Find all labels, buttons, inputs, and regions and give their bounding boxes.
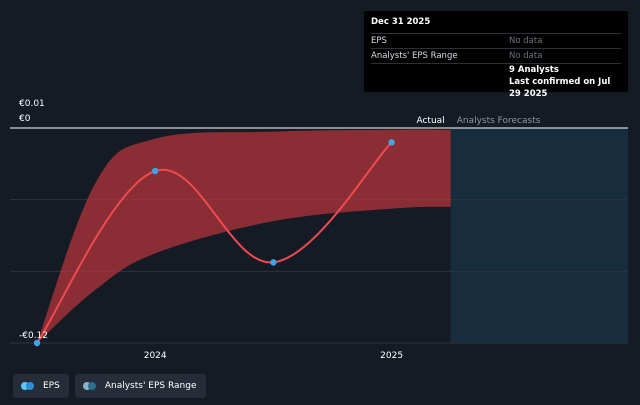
legend-label-eps-range: Analysts' EPS Range [104, 381, 197, 391]
eps-point[interactable] [33, 339, 41, 347]
eps-range-band [37, 129, 451, 343]
tooltip-eps-label: EPS [371, 36, 387, 46]
tooltip-analysts: 9 Analysts [371, 63, 621, 76]
tooltip-range-value: No data [509, 51, 543, 61]
forecast-label: Analysts Forecasts [457, 116, 541, 126]
x-tick-label: 2024 [144, 351, 167, 361]
eps-line [36, 141, 393, 344]
legend-item-eps[interactable]: EPS [13, 374, 69, 398]
tooltip-eps-value: No data [509, 36, 543, 46]
eps-range-legend-icon [82, 382, 97, 390]
legend: EPS Analysts' EPS Range [13, 374, 206, 398]
tooltip-range-label: Analysts' EPS Range [371, 51, 458, 61]
eps-point[interactable] [270, 259, 277, 266]
y-tick-label: €0.01 [19, 99, 45, 109]
y-tick-label: -€0.12 [19, 331, 48, 341]
tooltip-row-eps: EPS No data [371, 33, 621, 48]
legend-label-eps: EPS [43, 381, 60, 391]
legend-item-eps-range[interactable]: Analysts' EPS Range [74, 374, 206, 398]
tooltip-confirmed: Last confirmed on Jul 29 2025 [509, 77, 611, 99]
eps-legend-icon [21, 382, 35, 390]
eps-point[interactable] [152, 167, 159, 175]
x-tick-label: 2025 [380, 351, 403, 361]
forecast-region [450, 128, 628, 343]
eps-point[interactable] [388, 139, 395, 146]
actual-label: Actual [416, 116, 444, 126]
tooltip-row-range: Analysts' EPS Range No data [371, 48, 621, 63]
y-tick-label: €0 [19, 114, 31, 124]
tooltip: Dec 31 2025 EPS No data Analysts' EPS Ra… [364, 11, 628, 99]
tooltip-title: Dec 31 2025 [371, 17, 431, 27]
